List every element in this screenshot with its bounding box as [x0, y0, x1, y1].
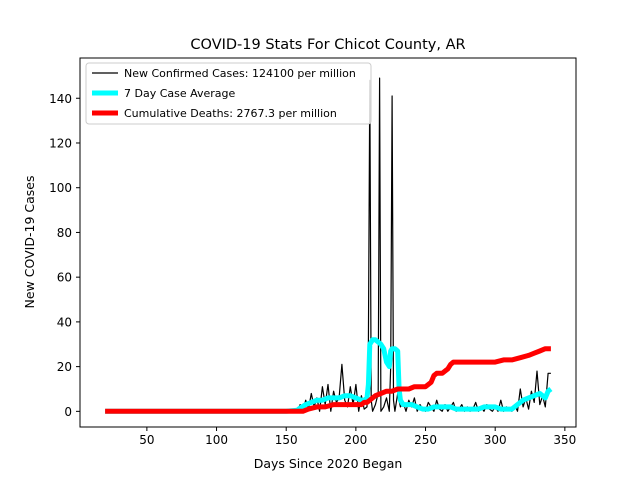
legend: New Confirmed Cases: 124100 per million 7…	[85, 62, 372, 125]
y-tick-label: 140	[49, 92, 72, 106]
x-tick-label: 200	[344, 433, 367, 447]
legend-box	[85, 62, 372, 125]
cumulative-deaths-line	[105, 346, 551, 414]
y-tick-label: 60	[57, 271, 72, 285]
plot-frame	[79, 57, 577, 428]
x-tick-label: 50	[139, 433, 154, 447]
x-tick-label: 100	[205, 433, 228, 447]
chart-title: COVID-19 Stats For Chicot County, AR	[190, 37, 465, 53]
y-tick-label: 100	[49, 181, 72, 195]
y-tick-label: 20	[57, 360, 72, 374]
legend-entry-cumulative-deaths-label: Cumulative Deaths: 2767.3 per million	[124, 107, 337, 120]
axis-ticks: 50 100 150 200 250 300 350 0 20 40 60 80 100 120 140	[49, 92, 576, 447]
x-tick-label: 300	[484, 433, 507, 447]
y-tick-label: 80	[57, 226, 72, 240]
y-tick-label: 0	[64, 405, 72, 419]
x-tick-label: 350	[553, 433, 576, 447]
y-axis-label: New COVID-19 Cases	[22, 176, 37, 309]
y-tick-label: 120	[49, 136, 72, 150]
y-tick-label: 40	[57, 315, 72, 329]
plot-lines	[105, 77, 553, 414]
x-tick-label: 150	[275, 433, 298, 447]
seven-day-average-line	[105, 337, 553, 414]
x-tick-label: 250	[414, 433, 437, 447]
legend-entry-seven-day-average-label: 7 Day Case Average	[124, 87, 236, 100]
legend-entry-new-cases-label: New Confirmed Cases: 124100 per million	[124, 67, 356, 80]
x-axis-label: Days Since 2020 Began	[254, 456, 403, 471]
